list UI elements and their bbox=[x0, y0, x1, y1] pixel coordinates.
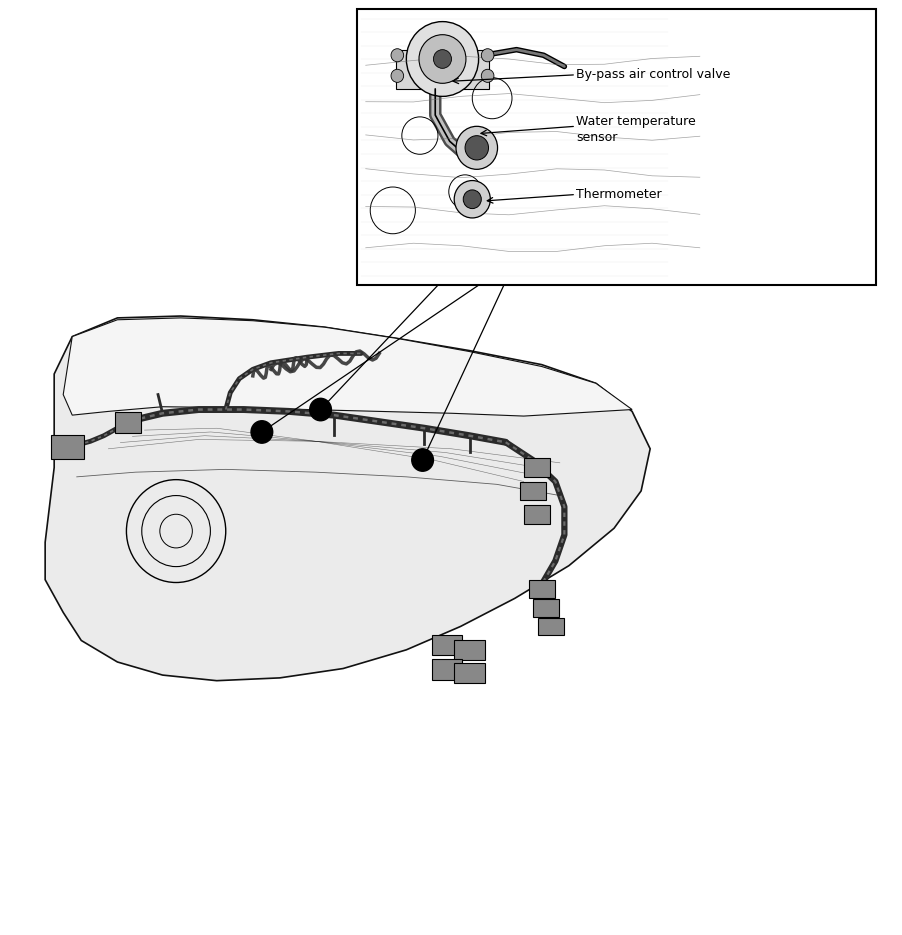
FancyBboxPatch shape bbox=[431, 659, 462, 680]
FancyBboxPatch shape bbox=[520, 482, 545, 500]
Circle shape bbox=[309, 398, 331, 421]
Circle shape bbox=[419, 35, 465, 83]
Bar bbox=[395, 50, 489, 89]
Circle shape bbox=[465, 136, 488, 160]
Circle shape bbox=[454, 180, 490, 218]
Circle shape bbox=[463, 190, 481, 209]
Text: Thermometer: Thermometer bbox=[575, 188, 661, 201]
Circle shape bbox=[251, 421, 272, 443]
FancyBboxPatch shape bbox=[454, 663, 484, 683]
Circle shape bbox=[481, 69, 493, 82]
Circle shape bbox=[411, 449, 433, 471]
Text: Water temperature
sensor: Water temperature sensor bbox=[575, 114, 695, 144]
FancyBboxPatch shape bbox=[523, 505, 550, 524]
FancyBboxPatch shape bbox=[454, 640, 484, 660]
Bar bbox=[356, 9, 875, 285]
FancyBboxPatch shape bbox=[523, 458, 550, 477]
FancyBboxPatch shape bbox=[115, 412, 141, 433]
Polygon shape bbox=[63, 318, 631, 416]
Circle shape bbox=[391, 69, 403, 82]
Polygon shape bbox=[45, 316, 649, 681]
FancyBboxPatch shape bbox=[431, 635, 462, 655]
Circle shape bbox=[433, 50, 451, 68]
Text: By-pass air control valve: By-pass air control valve bbox=[575, 68, 730, 81]
FancyBboxPatch shape bbox=[538, 617, 563, 636]
Bar bbox=[356, 9, 875, 285]
Circle shape bbox=[391, 49, 403, 62]
Circle shape bbox=[406, 22, 478, 96]
FancyBboxPatch shape bbox=[533, 599, 559, 617]
Circle shape bbox=[456, 126, 497, 169]
FancyBboxPatch shape bbox=[51, 435, 84, 459]
Circle shape bbox=[481, 49, 493, 62]
FancyBboxPatch shape bbox=[529, 580, 555, 598]
